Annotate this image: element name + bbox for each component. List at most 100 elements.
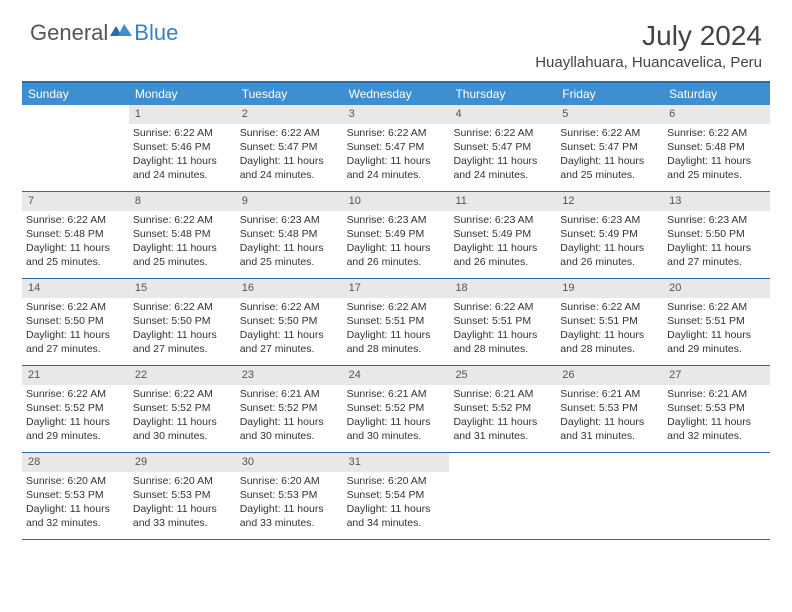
sunrise-line: Sunrise: 6:22 AM [133,300,232,314]
daylight-line: Daylight: 11 hours and 28 minutes. [453,328,552,356]
day-body: Sunrise: 6:22 AMSunset: 5:48 PMDaylight:… [22,211,129,274]
day-body: Sunrise: 6:22 AMSunset: 5:51 PMDaylight:… [556,298,663,361]
sunset-line: Sunset: 5:52 PM [133,401,232,415]
weekday-header-row: SundayMondayTuesdayWednesdayThursdayFrid… [22,83,770,105]
day-cell: 21Sunrise: 6:22 AMSunset: 5:52 PMDayligh… [22,366,129,452]
day-body: Sunrise: 6:22 AMSunset: 5:51 PMDaylight:… [449,298,556,361]
daylight-line: Daylight: 11 hours and 27 minutes. [133,328,232,356]
sunrise-line: Sunrise: 6:23 AM [667,213,766,227]
day-number: 23 [236,366,343,385]
sunrise-line: Sunrise: 6:22 AM [240,300,339,314]
sunrise-line: Sunrise: 6:22 AM [667,126,766,140]
day-number: 30 [236,453,343,472]
day-cell: 11Sunrise: 6:23 AMSunset: 5:49 PMDayligh… [449,192,556,278]
day-cell: 27Sunrise: 6:21 AMSunset: 5:53 PMDayligh… [663,366,770,452]
day-number-empty [663,453,770,472]
sunrise-line: Sunrise: 6:20 AM [240,474,339,488]
day-body: Sunrise: 6:22 AMSunset: 5:50 PMDaylight:… [22,298,129,361]
day-cell: 3Sunrise: 6:22 AMSunset: 5:47 PMDaylight… [343,105,450,191]
day-body: Sunrise: 6:22 AMSunset: 5:47 PMDaylight:… [236,124,343,187]
sunrise-line: Sunrise: 6:20 AM [133,474,232,488]
sunset-line: Sunset: 5:49 PM [560,227,659,241]
day-number: 4 [449,105,556,124]
calendar: SundayMondayTuesdayWednesdayThursdayFrid… [22,81,770,540]
daylight-line: Daylight: 11 hours and 24 minutes. [133,154,232,182]
week-row: 28Sunrise: 6:20 AMSunset: 5:53 PMDayligh… [22,453,770,540]
day-number: 18 [449,279,556,298]
day-cell: 7Sunrise: 6:22 AMSunset: 5:48 PMDaylight… [22,192,129,278]
daylight-line: Daylight: 11 hours and 25 minutes. [560,154,659,182]
daylight-line: Daylight: 11 hours and 28 minutes. [560,328,659,356]
sunrise-line: Sunrise: 6:21 AM [667,387,766,401]
day-cell: 10Sunrise: 6:23 AMSunset: 5:49 PMDayligh… [343,192,450,278]
sunrise-line: Sunrise: 6:22 AM [453,300,552,314]
sunset-line: Sunset: 5:50 PM [667,227,766,241]
logo-text-general: General [30,20,108,46]
day-cell [663,453,770,539]
day-number: 11 [449,192,556,211]
day-cell: 6Sunrise: 6:22 AMSunset: 5:48 PMDaylight… [663,105,770,191]
daylight-line: Daylight: 11 hours and 32 minutes. [667,415,766,443]
day-body: Sunrise: 6:21 AMSunset: 5:53 PMDaylight:… [663,385,770,448]
daylight-line: Daylight: 11 hours and 25 minutes. [667,154,766,182]
sunset-line: Sunset: 5:52 PM [240,401,339,415]
daylight-line: Daylight: 11 hours and 25 minutes. [133,241,232,269]
sunset-line: Sunset: 5:48 PM [26,227,125,241]
day-body: Sunrise: 6:22 AMSunset: 5:47 PMDaylight:… [449,124,556,187]
weekday-header: Friday [556,83,663,105]
day-cell: 17Sunrise: 6:22 AMSunset: 5:51 PMDayligh… [343,279,450,365]
logo-text-blue: Blue [134,20,178,46]
sunrise-line: Sunrise: 6:22 AM [667,300,766,314]
day-number: 1 [129,105,236,124]
daylight-line: Daylight: 11 hours and 33 minutes. [133,502,232,530]
daylight-line: Daylight: 11 hours and 30 minutes. [347,415,446,443]
week-row: 21Sunrise: 6:22 AMSunset: 5:52 PMDayligh… [22,366,770,453]
day-number: 8 [129,192,236,211]
sunset-line: Sunset: 5:50 PM [133,314,232,328]
sunrise-line: Sunrise: 6:22 AM [26,300,125,314]
day-body: Sunrise: 6:20 AMSunset: 5:53 PMDaylight:… [236,472,343,535]
sunset-line: Sunset: 5:51 PM [560,314,659,328]
day-body: Sunrise: 6:21 AMSunset: 5:52 PMDaylight:… [449,385,556,448]
daylight-line: Daylight: 11 hours and 34 minutes. [347,502,446,530]
daylight-line: Daylight: 11 hours and 24 minutes. [240,154,339,182]
title-block: July 2024 Huayllahuara, Huancavelica, Pe… [535,20,762,71]
sunrise-line: Sunrise: 6:21 AM [240,387,339,401]
day-body: Sunrise: 6:22 AMSunset: 5:48 PMDaylight:… [663,124,770,187]
sunrise-line: Sunrise: 6:22 AM [347,300,446,314]
day-number: 22 [129,366,236,385]
daylight-line: Daylight: 11 hours and 30 minutes. [240,415,339,443]
day-cell: 22Sunrise: 6:22 AMSunset: 5:52 PMDayligh… [129,366,236,452]
daylight-line: Daylight: 11 hours and 32 minutes. [26,502,125,530]
sunset-line: Sunset: 5:49 PM [453,227,552,241]
day-number: 21 [22,366,129,385]
day-number: 10 [343,192,450,211]
day-number: 13 [663,192,770,211]
sunrise-line: Sunrise: 6:20 AM [26,474,125,488]
daylight-line: Daylight: 11 hours and 28 minutes. [347,328,446,356]
day-body: Sunrise: 6:20 AMSunset: 5:53 PMDaylight:… [129,472,236,535]
sunset-line: Sunset: 5:51 PM [453,314,552,328]
day-cell: 23 Sunrise: 6:21 AMSunset: 5:52 PMDayligh… [236,366,343,452]
day-body: Sunrise: 6:22 AMSunset: 5:47 PMDaylight:… [556,124,663,187]
sunset-line: Sunset: 5:48 PM [240,227,339,241]
sunset-line: Sunset: 5:47 PM [560,140,659,154]
sunset-line: Sunset: 5:47 PM [347,140,446,154]
sunrise-line: Sunrise: 6:23 AM [560,213,659,227]
day-body: Sunrise: 6:22 AMSunset: 5:48 PMDaylight:… [129,211,236,274]
day-cell [22,105,129,191]
day-cell: 5Sunrise: 6:22 AMSunset: 5:47 PMDaylight… [556,105,663,191]
sunrise-line: Sunrise: 6:23 AM [347,213,446,227]
sunset-line: Sunset: 5:50 PM [240,314,339,328]
day-body: Sunrise: 6:23 AMSunset: 5:49 PMDaylight:… [556,211,663,274]
day-cell: 20Sunrise: 6:22 AMSunset: 5:51 PMDayligh… [663,279,770,365]
sunrise-line: Sunrise: 6:21 AM [453,387,552,401]
sunset-line: Sunset: 5:46 PM [133,140,232,154]
day-body: Sunrise: 6:20 AMSunset: 5:53 PMDaylight:… [22,472,129,535]
weekday-header: Saturday [663,83,770,105]
day-number-empty [22,105,129,124]
daylight-line: Daylight: 11 hours and 31 minutes. [560,415,659,443]
week-row: 14Sunrise: 6:22 AMSunset: 5:50 PMDayligh… [22,279,770,366]
day-cell [449,453,556,539]
sunset-line: Sunset: 5:51 PM [667,314,766,328]
